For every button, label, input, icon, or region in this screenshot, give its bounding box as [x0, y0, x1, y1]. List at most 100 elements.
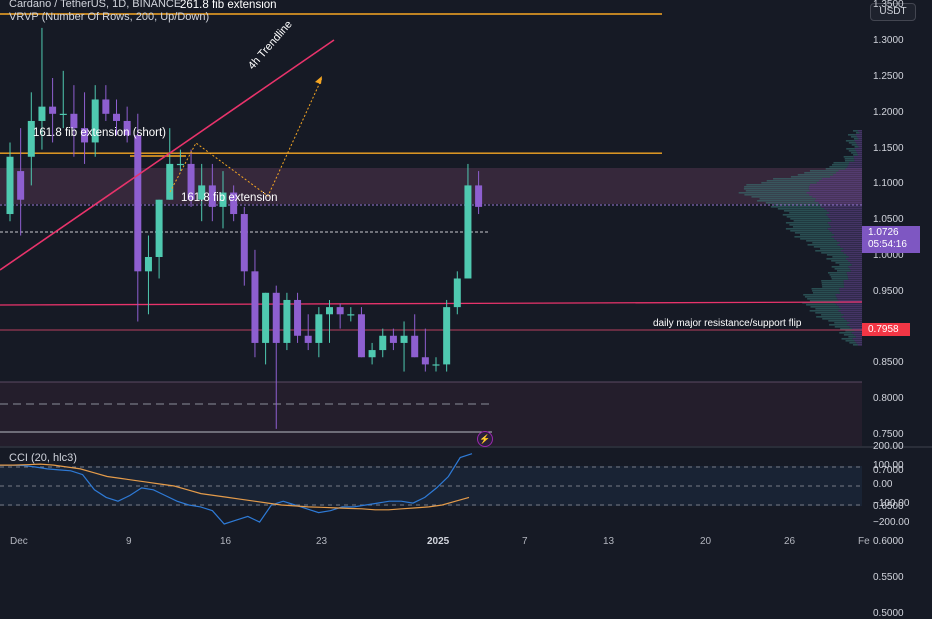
volume-row [852, 328, 862, 330]
volume-row [822, 318, 845, 320]
chart-canvas[interactable] [0, 0, 932, 550]
volume-row [826, 214, 862, 216]
candle-body [304, 335, 312, 343]
volume-row [839, 332, 852, 334]
volume-row [794, 236, 832, 238]
cci-tick: −200.00 [873, 517, 910, 528]
volume-row [849, 322, 862, 324]
volume-row [846, 148, 855, 150]
time-tick: Fe [858, 536, 870, 547]
volume-row [783, 210, 827, 212]
volume-row [786, 216, 829, 218]
volume-row [816, 182, 862, 184]
volume-row [794, 232, 832, 234]
volume-row [855, 336, 862, 338]
volume-row [841, 316, 862, 318]
volume-row [829, 274, 848, 276]
volume-row [819, 180, 862, 182]
projection-arrowhead [315, 76, 322, 84]
price-tick: 1.0500 [873, 214, 904, 226]
volume-row [850, 262, 862, 264]
volume-row [848, 150, 857, 152]
volume-row [848, 164, 862, 166]
volume-row [800, 238, 835, 240]
indicator-title[interactable]: VRVP (Number Of Rows, 200, Up/Down) [9, 11, 210, 23]
symbol-title[interactable]: Cardano / TetherUS, 1D, BINANCE [9, 0, 182, 10]
volume-row [851, 332, 862, 334]
volume-row [838, 300, 862, 302]
price-tick: 0.6500 [873, 500, 904, 512]
volume-row [831, 236, 862, 238]
candle-body [6, 156, 14, 215]
volume-row [804, 296, 837, 298]
volume-row [766, 180, 820, 182]
volume-row [840, 250, 862, 252]
volume-row [854, 340, 862, 342]
current-price-tag: 1.0726 05:54:16 [862, 226, 920, 253]
cci-title[interactable]: CCI (20, hlc3) [9, 452, 77, 464]
volume-row [849, 162, 862, 164]
candle-body [219, 192, 227, 207]
cci-ma-line [0, 463, 470, 511]
flash-icon[interactable]: ⚡ [477, 431, 493, 447]
candle-body [134, 135, 142, 272]
volume-row [804, 172, 837, 174]
price-tick: 0.6000 [873, 536, 904, 548]
price-tick: 0.5000 [873, 608, 904, 619]
price-tick: 1.1000 [873, 178, 904, 190]
volume-row [745, 190, 810, 192]
volume-row [835, 262, 851, 264]
fib-161-label: 161.8 fib extension [181, 192, 278, 204]
volume-row [832, 256, 849, 258]
support-line [0, 301, 863, 306]
volume-row [808, 188, 862, 190]
candle-body [336, 307, 344, 315]
candle-body [38, 106, 46, 121]
candle-body [198, 185, 206, 200]
volume-row [853, 334, 862, 336]
volume-row [835, 294, 862, 296]
volume-row [799, 234, 835, 236]
volume-row [843, 248, 862, 250]
currency-button[interactable]: USDT [870, 3, 916, 21]
volume-row [847, 324, 862, 326]
volume-row [854, 330, 862, 332]
candle-body [155, 199, 163, 257]
volume-row [830, 276, 848, 278]
volume-row [849, 326, 862, 328]
time-tick: Dec [10, 536, 28, 547]
volume-row [826, 254, 847, 256]
volume-row [816, 316, 842, 318]
zones-layer [0, 168, 932, 448]
candle-body [166, 163, 174, 200]
level-price-tag: 0.7958 [862, 323, 910, 336]
volume-row [841, 338, 853, 340]
volume-row [856, 142, 862, 144]
candle-body [400, 335, 408, 343]
volume-row [837, 244, 862, 246]
resistance-zone [0, 168, 862, 204]
price-tick: 1.2500 [873, 71, 904, 82]
volume-row [846, 272, 862, 274]
volume-row [782, 214, 827, 216]
volume-row [858, 146, 862, 148]
volume-row [857, 144, 862, 146]
volume-row [834, 268, 850, 270]
price-tick: 0.8500 [873, 357, 904, 369]
lower-zone [0, 382, 862, 446]
volume-row [793, 220, 832, 222]
volume-row [824, 208, 862, 210]
volume-row [838, 310, 862, 312]
volume-row [851, 144, 858, 146]
volume-row [834, 238, 862, 240]
cci-band [0, 466, 862, 506]
volume-row [831, 266, 849, 268]
volume-row [828, 320, 847, 322]
volume-row [853, 156, 862, 158]
volume-row [839, 292, 862, 294]
volume-row [853, 154, 858, 156]
volume-row [743, 188, 809, 190]
volume-row [847, 276, 862, 278]
volume-row [746, 184, 810, 186]
time-tick: 2025 [427, 536, 450, 547]
